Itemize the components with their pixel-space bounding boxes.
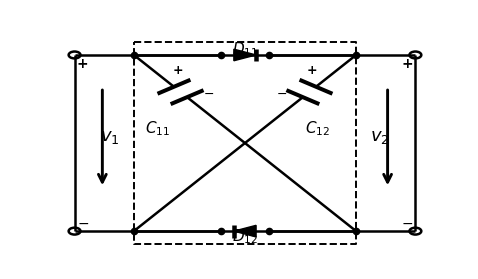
Text: $-$: $-$	[276, 87, 287, 100]
Text: +: +	[77, 57, 88, 71]
Text: +: +	[402, 57, 413, 71]
Text: $D_{12}$: $D_{12}$	[232, 227, 258, 246]
Text: $C_{11}$: $C_{11}$	[145, 120, 171, 138]
Text: $C_{12}$: $C_{12}$	[304, 120, 330, 138]
Text: +: +	[173, 64, 184, 76]
Polygon shape	[234, 49, 256, 61]
Text: $-$: $-$	[203, 87, 214, 100]
Polygon shape	[234, 225, 256, 237]
Text: $-$: $-$	[401, 216, 413, 230]
Text: $v_1$: $v_1$	[100, 128, 120, 146]
Text: $v_2$: $v_2$	[370, 128, 390, 146]
Text: $D_{11}$: $D_{11}$	[232, 40, 258, 59]
Text: $-$: $-$	[76, 216, 89, 230]
Text: +: +	[306, 64, 317, 76]
